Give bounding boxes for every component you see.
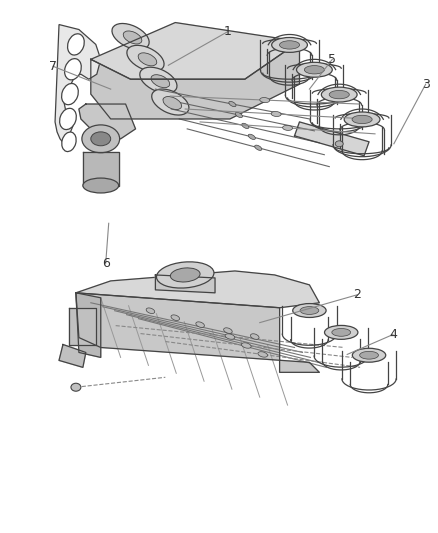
- Ellipse shape: [241, 343, 251, 348]
- Ellipse shape: [123, 31, 142, 44]
- Ellipse shape: [235, 112, 243, 118]
- Ellipse shape: [82, 125, 120, 153]
- Ellipse shape: [352, 115, 372, 124]
- Ellipse shape: [332, 328, 350, 336]
- Ellipse shape: [127, 45, 164, 71]
- Polygon shape: [155, 275, 215, 293]
- Text: 2: 2: [353, 288, 361, 301]
- Ellipse shape: [146, 308, 155, 313]
- Ellipse shape: [225, 334, 235, 340]
- Polygon shape: [79, 104, 135, 139]
- Ellipse shape: [344, 112, 380, 127]
- Ellipse shape: [254, 145, 262, 150]
- Ellipse shape: [163, 96, 182, 110]
- Ellipse shape: [271, 111, 281, 117]
- Polygon shape: [91, 22, 300, 79]
- Ellipse shape: [67, 34, 84, 55]
- Ellipse shape: [293, 304, 326, 318]
- Ellipse shape: [156, 262, 214, 288]
- Polygon shape: [91, 42, 300, 119]
- Ellipse shape: [224, 328, 232, 333]
- Polygon shape: [59, 344, 86, 367]
- Ellipse shape: [242, 123, 249, 128]
- Ellipse shape: [325, 326, 358, 340]
- Polygon shape: [76, 293, 319, 373]
- Ellipse shape: [83, 178, 119, 193]
- Polygon shape: [294, 122, 369, 156]
- Ellipse shape: [152, 89, 189, 115]
- Ellipse shape: [297, 62, 332, 77]
- Ellipse shape: [71, 383, 81, 391]
- Ellipse shape: [62, 132, 76, 151]
- Ellipse shape: [91, 132, 111, 146]
- Ellipse shape: [140, 67, 177, 93]
- Polygon shape: [76, 271, 319, 308]
- Ellipse shape: [258, 352, 268, 357]
- Text: 6: 6: [102, 256, 110, 270]
- Text: 1: 1: [224, 25, 232, 38]
- Text: 3: 3: [422, 78, 430, 91]
- Ellipse shape: [138, 53, 157, 66]
- Polygon shape: [69, 308, 96, 344]
- Ellipse shape: [196, 322, 205, 327]
- Ellipse shape: [300, 306, 319, 314]
- Ellipse shape: [279, 41, 300, 49]
- Ellipse shape: [62, 84, 78, 104]
- Text: 7: 7: [49, 60, 57, 73]
- Polygon shape: [55, 25, 101, 144]
- Ellipse shape: [251, 334, 259, 340]
- Text: 4: 4: [389, 328, 397, 341]
- Ellipse shape: [352, 348, 386, 362]
- Ellipse shape: [329, 91, 349, 99]
- Ellipse shape: [260, 98, 270, 102]
- Ellipse shape: [171, 315, 180, 320]
- Ellipse shape: [248, 134, 255, 140]
- Ellipse shape: [321, 87, 357, 102]
- Polygon shape: [76, 293, 101, 358]
- Ellipse shape: [335, 141, 343, 147]
- Ellipse shape: [60, 108, 76, 130]
- Ellipse shape: [360, 351, 378, 359]
- Ellipse shape: [283, 125, 293, 131]
- Ellipse shape: [229, 101, 236, 107]
- Ellipse shape: [151, 75, 170, 87]
- Ellipse shape: [272, 37, 307, 52]
- Ellipse shape: [112, 23, 149, 50]
- Ellipse shape: [304, 66, 325, 74]
- Ellipse shape: [64, 59, 81, 80]
- Ellipse shape: [170, 268, 200, 282]
- Text: 5: 5: [328, 53, 336, 66]
- Polygon shape: [83, 152, 119, 185]
